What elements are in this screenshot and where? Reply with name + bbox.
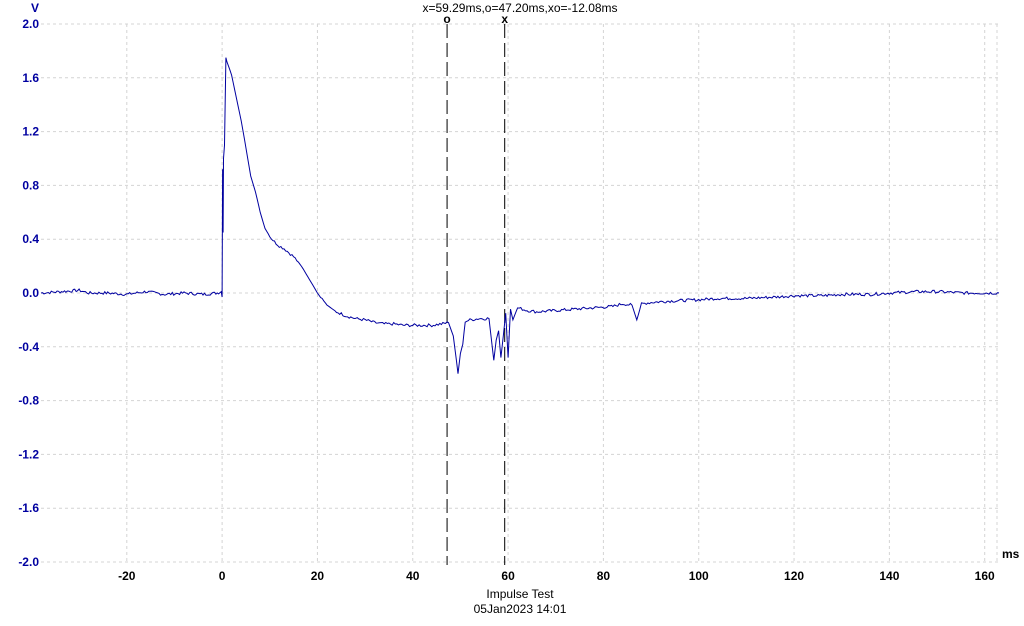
y-tick-label: 0.0	[22, 286, 39, 300]
y-axis-unit: V	[31, 1, 39, 15]
x-tick-label: 140	[879, 569, 899, 583]
y-tick-label: -2.0	[18, 555, 39, 569]
cursor-marker-o[interactable]: o	[443, 12, 450, 26]
y-tick-label: -1.2	[18, 447, 39, 461]
y-tick-label: 0.8	[22, 178, 39, 192]
y-tick-label: -1.6	[18, 501, 39, 515]
cursor-marker-x[interactable]: x	[501, 12, 508, 26]
y-tick-label: 1.6	[22, 71, 39, 85]
chart-footer-title: Impulse Test	[486, 587, 554, 601]
x-tick-labels: -20 0 20 40 60 80 100 120 140 160	[118, 569, 995, 583]
y-tick-label: -0.4	[18, 340, 39, 354]
x-axis-unit: ms	[1002, 547, 1020, 561]
x-tick-label: 0	[219, 569, 226, 583]
x-tick-label: 120	[784, 569, 804, 583]
x-tick-label: 160	[975, 569, 995, 583]
grid-layer	[41, 23, 999, 563]
y-tick-label: -0.8	[18, 394, 39, 408]
x-tick-label: 20	[311, 569, 325, 583]
x-tick-label: 100	[689, 569, 709, 583]
series-line	[40, 57, 1000, 374]
x-tick-label: 60	[501, 569, 515, 583]
cursor-readout: x=59.29ms,o=47.20ms,xo=-12.08ms	[422, 1, 617, 15]
chart-footer-datetime: 05Jan2023 14:01	[474, 602, 567, 616]
y-tick-label: 0.4	[22, 232, 39, 246]
x-tick-label: 80	[597, 569, 611, 583]
y-tick-label: 2.0	[22, 17, 39, 31]
x-tick-label: 40	[406, 569, 420, 583]
x-tick-label: -20	[118, 569, 136, 583]
y-tick-labels: 2.0 1.6 1.2 0.8 0.4 0.0 -0.4 -0.8 -1.2 -1.6 -2.0	[18, 17, 39, 569]
y-tick-label: 1.2	[22, 125, 39, 139]
